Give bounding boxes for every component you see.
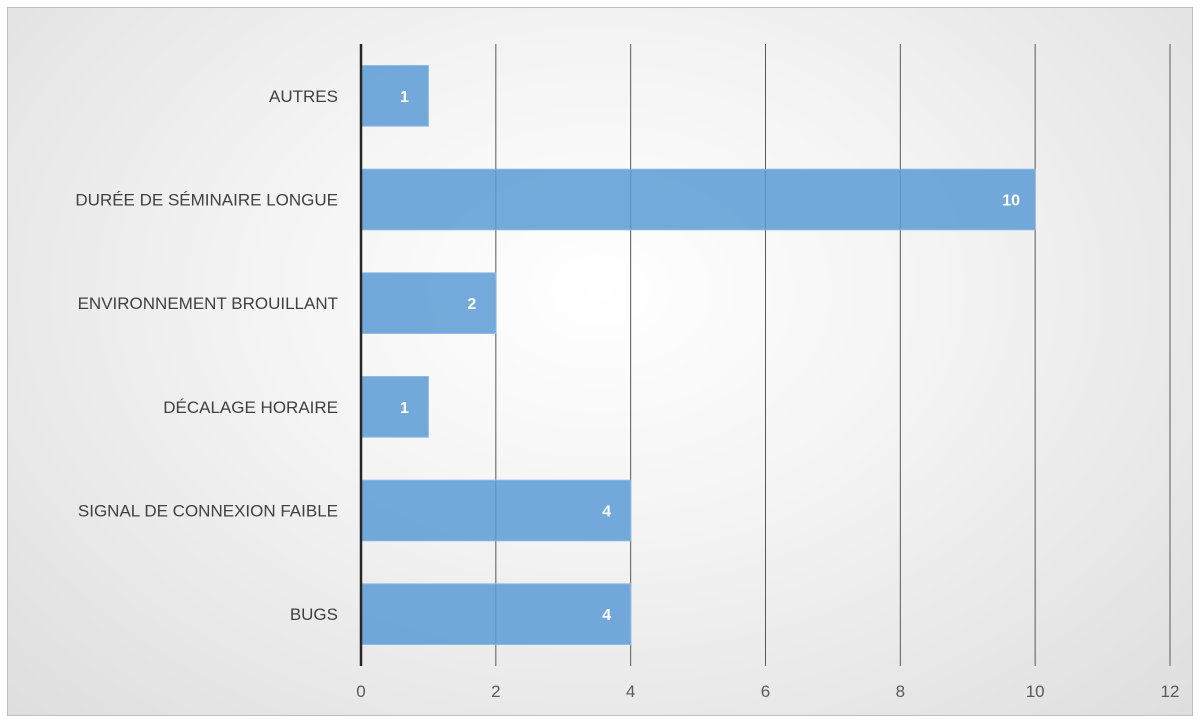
bar-2 [360, 272, 497, 334]
data-label-4: 4 [602, 504, 611, 521]
data-label-1: 10 [1002, 193, 1020, 210]
x-tick-label-4: 4 [626, 682, 635, 701]
gridlines [495, 44, 1171, 666]
x-tick-label-12: 12 [1161, 682, 1180, 701]
data-label-0: 1 [400, 89, 409, 106]
bar-0 [360, 65, 429, 127]
category-label-3: DÉCALAGE HORAIRE [163, 398, 338, 417]
chart-frame: 0 2 4 6 8 10 12 AUTRES 1 DURÉE DE SÉMINAIRE LONGU… [7, 7, 1193, 716]
bar-5 [360, 583, 632, 645]
category-label-5: BUGS [290, 605, 338, 624]
x-tick-label-6: 6 [761, 682, 770, 701]
category-label-4: SIGNAL DE CONNEXION FAIBLE [78, 502, 338, 521]
bar-4 [360, 479, 632, 542]
x-tick-label-8: 8 [896, 682, 905, 701]
bars [360, 65, 1036, 645]
category-label-1: DURÉE DE SÉMINAIRE LONGUE [75, 191, 338, 210]
data-label-5: 4 [602, 607, 611, 624]
x-tick-label-2: 2 [491, 682, 500, 701]
data-label-2: 2 [467, 296, 476, 313]
x-tick-label-10: 10 [1026, 682, 1045, 701]
bar-3 [360, 376, 429, 438]
data-label-3: 1 [400, 400, 409, 417]
x-tick-label-0: 0 [356, 682, 365, 701]
bar-1 [360, 168, 1036, 231]
category-label-2: ENVIRONNEMENT BROUILLANT [78, 294, 338, 313]
category-label-0: AUTRES [269, 87, 338, 106]
